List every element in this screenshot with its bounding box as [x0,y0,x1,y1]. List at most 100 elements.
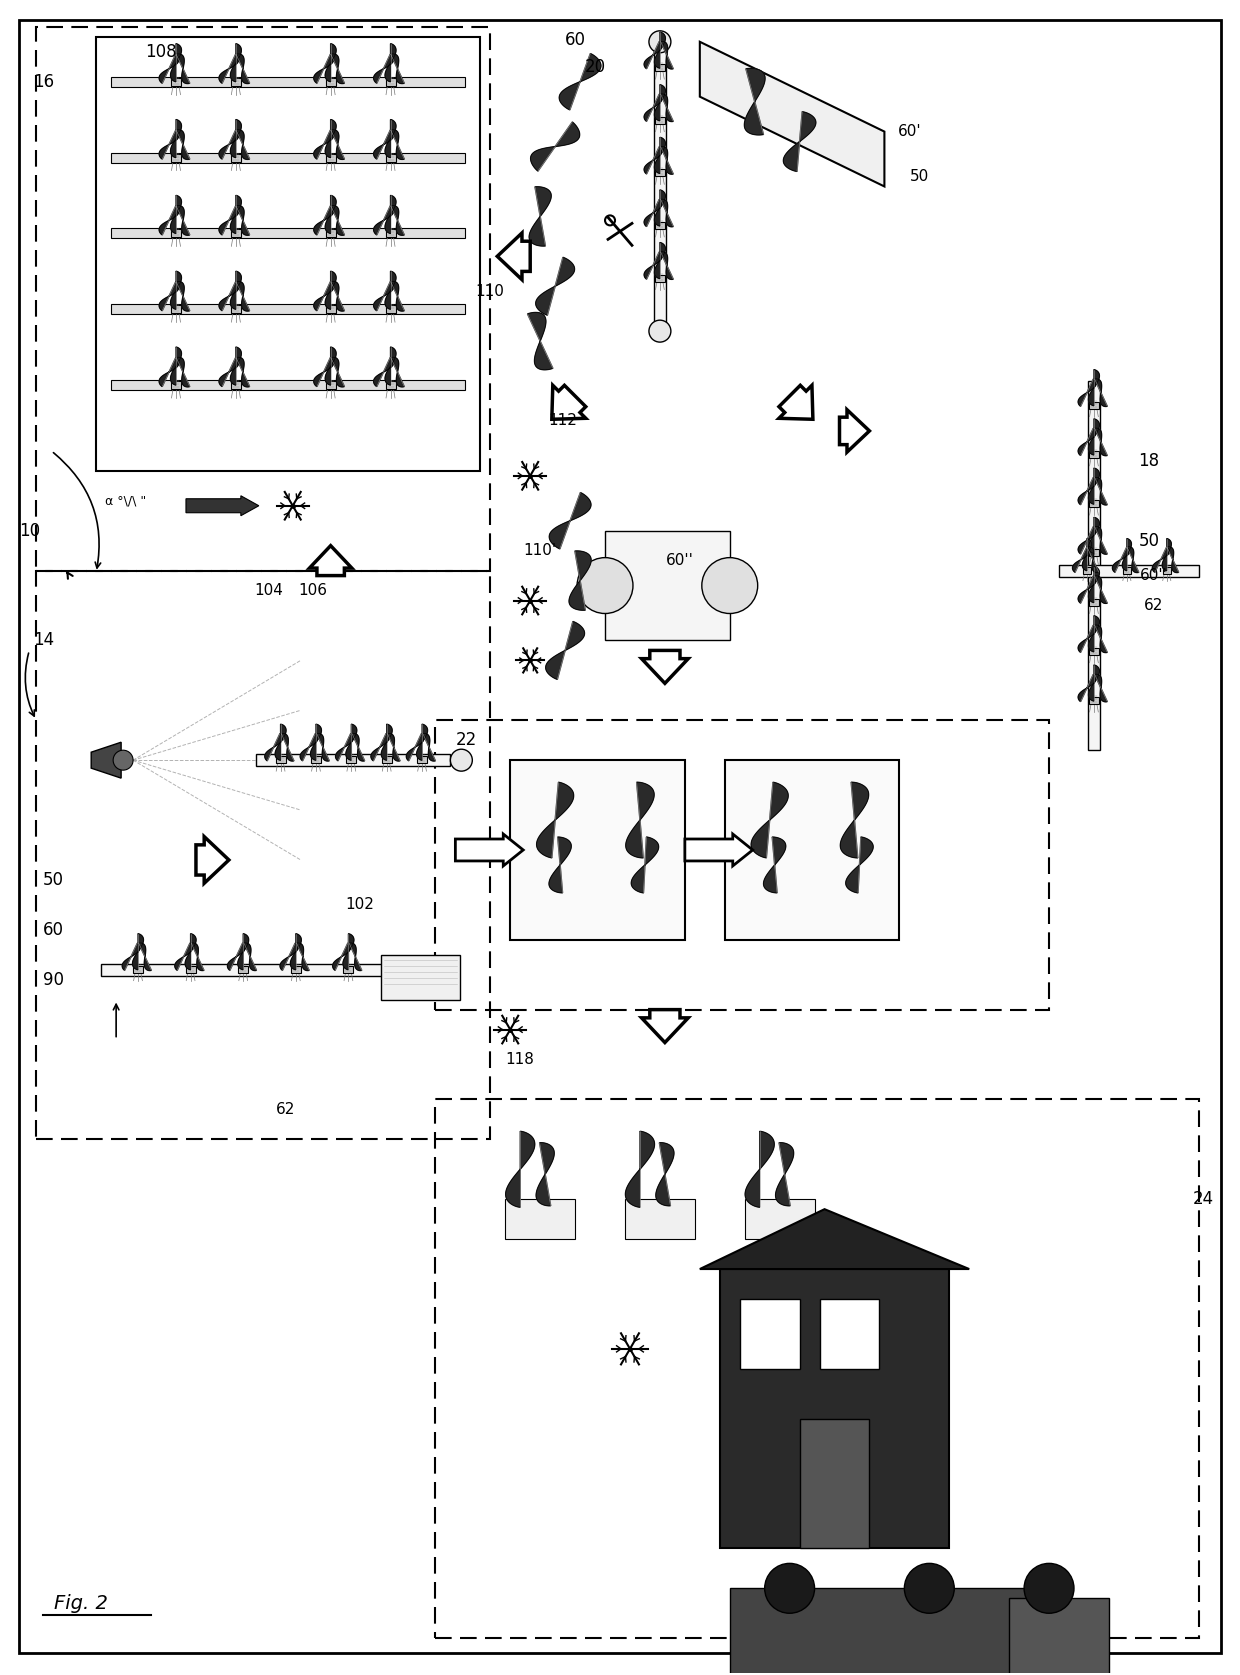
Text: 110: 110 [475,283,505,298]
FancyArrow shape [552,385,585,419]
Polygon shape [133,933,144,970]
Bar [231,154,241,161]
Polygon shape [644,147,662,174]
FancyArrow shape [839,410,869,452]
Polygon shape [176,281,190,312]
Polygon shape [699,42,884,186]
Polygon shape [281,734,294,760]
Polygon shape [314,206,334,235]
Polygon shape [159,357,179,387]
Bar [655,221,665,229]
Polygon shape [1089,370,1100,405]
Polygon shape [536,258,574,315]
Bar [820,1300,879,1368]
Text: 102: 102 [346,898,374,913]
Bar [112,305,465,315]
Polygon shape [661,251,673,280]
Text: 110': 110' [523,543,557,558]
Polygon shape [310,724,321,760]
Polygon shape [1089,616,1100,652]
Polygon shape [549,492,591,549]
Bar [730,1588,1039,1675]
Polygon shape [764,838,786,893]
Text: 104: 104 [254,583,283,598]
FancyArrow shape [684,834,753,866]
Bar [800,1419,869,1548]
Polygon shape [238,933,249,970]
Polygon shape [331,129,345,159]
Text: 90: 90 [42,971,63,988]
Bar [719,1270,950,1548]
Polygon shape [231,44,242,82]
Polygon shape [176,206,190,235]
Polygon shape [343,933,353,970]
Bar [740,1300,800,1368]
Polygon shape [314,54,334,84]
FancyArrow shape [641,1010,688,1042]
Polygon shape [231,119,242,157]
Polygon shape [373,206,393,235]
Polygon shape [423,734,435,760]
Polygon shape [655,32,666,69]
Polygon shape [387,734,401,760]
Bar [1089,648,1099,655]
Polygon shape [506,1131,534,1208]
Polygon shape [373,131,393,159]
Bar [386,229,396,238]
Polygon shape [300,734,317,760]
Polygon shape [275,724,286,760]
Polygon shape [331,357,345,387]
Polygon shape [644,42,662,69]
Polygon shape [171,196,181,233]
Polygon shape [159,206,179,235]
Polygon shape [1078,477,1096,504]
Polygon shape [325,271,336,310]
Polygon shape [744,69,765,136]
Circle shape [649,320,671,342]
Bar [112,228,465,238]
Bar [655,64,665,70]
Polygon shape [531,122,579,171]
Text: 60'': 60'' [1140,568,1168,583]
Bar [417,755,427,764]
Polygon shape [391,129,404,159]
Polygon shape [265,734,283,760]
Bar [311,755,321,764]
Polygon shape [314,131,334,159]
Polygon shape [1089,419,1100,456]
Polygon shape [352,734,365,760]
Bar [653,42,666,332]
Polygon shape [625,1131,655,1208]
Polygon shape [1162,539,1172,571]
Polygon shape [1095,429,1107,456]
Polygon shape [626,782,653,858]
Bar [1089,402,1099,409]
Bar [186,966,196,973]
Polygon shape [373,357,393,387]
Polygon shape [1089,518,1100,553]
Polygon shape [176,54,190,84]
Polygon shape [644,199,662,226]
Polygon shape [656,1142,673,1206]
Bar [510,760,684,940]
Polygon shape [1095,526,1107,554]
Bar [1089,549,1099,556]
Polygon shape [244,943,257,970]
Text: 62: 62 [1145,598,1163,613]
Polygon shape [661,146,673,174]
Polygon shape [631,838,658,893]
Bar [1163,566,1171,573]
Polygon shape [171,44,181,82]
Polygon shape [1089,469,1100,504]
Bar [171,77,181,85]
Polygon shape [236,281,249,312]
Text: 60'': 60'' [666,553,694,568]
Bar [1009,1598,1109,1675]
Polygon shape [332,943,350,970]
Polygon shape [386,271,396,310]
Polygon shape [644,251,662,280]
Text: 20: 20 [584,57,605,75]
Polygon shape [176,129,190,159]
Text: 50: 50 [1138,531,1159,549]
Polygon shape [231,196,242,233]
